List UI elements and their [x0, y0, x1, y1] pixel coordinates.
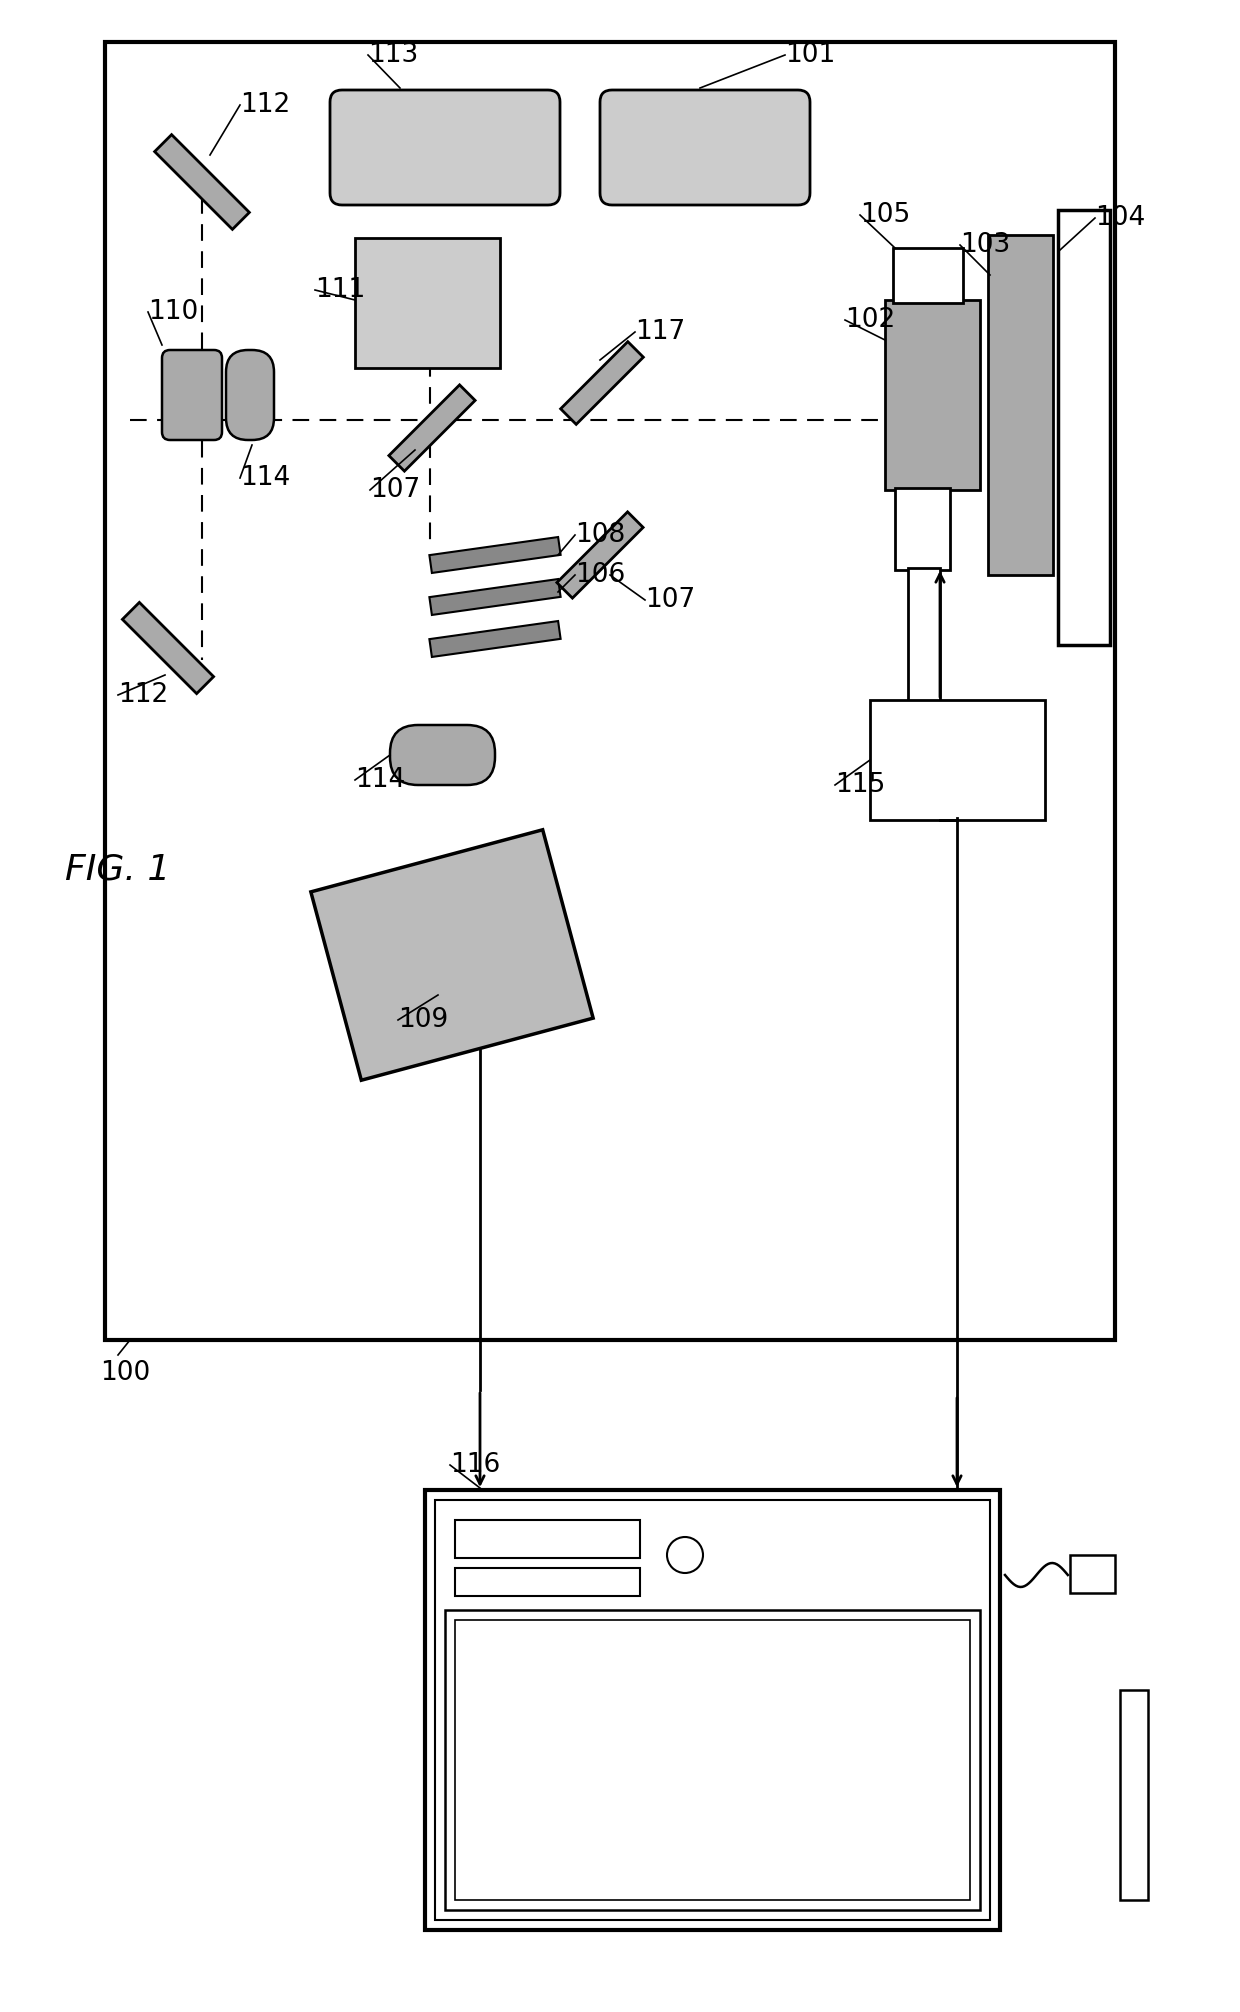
Bar	[425, 1491, 999, 1930]
Bar	[560, 342, 644, 425]
Bar	[429, 579, 560, 616]
Text: 113: 113	[368, 42, 418, 68]
Text: FIG. 1: FIG. 1	[64, 853, 170, 887]
Text: 105: 105	[861, 201, 910, 227]
Text: 116: 116	[450, 1453, 500, 1479]
Bar	[870, 700, 1045, 821]
Bar	[988, 235, 1053, 575]
Text: 114: 114	[355, 767, 405, 793]
Bar	[455, 1519, 640, 1557]
Text: 112: 112	[118, 682, 169, 708]
Text: 103: 103	[960, 231, 1011, 258]
FancyBboxPatch shape	[330, 91, 560, 205]
Bar	[429, 537, 560, 573]
Bar	[445, 1610, 980, 1909]
Text: 104: 104	[1095, 205, 1146, 231]
Bar	[893, 247, 963, 304]
Bar	[908, 567, 940, 702]
Text: 112: 112	[241, 93, 290, 119]
Bar	[1058, 209, 1110, 646]
Bar	[123, 602, 213, 694]
Bar	[429, 622, 560, 658]
FancyBboxPatch shape	[162, 350, 222, 441]
Bar	[1070, 1555, 1115, 1594]
Bar	[455, 1620, 970, 1899]
Text: 114: 114	[241, 465, 290, 491]
Bar	[895, 489, 950, 569]
Text: 111: 111	[315, 278, 366, 304]
FancyBboxPatch shape	[391, 724, 495, 785]
Text: 100: 100	[100, 1360, 150, 1386]
Bar	[557, 511, 644, 598]
Text: 101: 101	[785, 42, 836, 68]
Bar	[389, 384, 475, 471]
Text: 109: 109	[398, 1006, 448, 1032]
FancyBboxPatch shape	[600, 91, 810, 205]
Bar	[155, 135, 249, 229]
Text: 115: 115	[835, 773, 885, 799]
Bar	[105, 42, 1115, 1340]
Bar	[455, 1567, 640, 1596]
Text: 108: 108	[575, 521, 625, 547]
FancyBboxPatch shape	[226, 350, 274, 441]
Text: 117: 117	[635, 320, 686, 344]
Bar	[355, 237, 500, 368]
Bar	[311, 829, 593, 1080]
Text: 107: 107	[645, 588, 696, 614]
Text: 106: 106	[575, 561, 625, 588]
Text: 110: 110	[148, 300, 198, 326]
Bar	[1120, 1690, 1148, 1899]
Text: 102: 102	[844, 308, 895, 334]
Text: 107: 107	[370, 477, 420, 503]
Bar	[885, 300, 980, 491]
Bar	[435, 1501, 990, 1919]
